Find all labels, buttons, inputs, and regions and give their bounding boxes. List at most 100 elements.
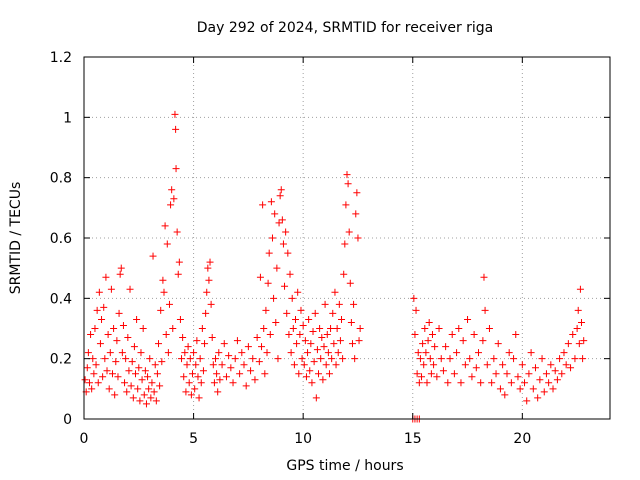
- data-point: [108, 370, 116, 378]
- data-point: [305, 315, 313, 323]
- data-point: [255, 358, 263, 366]
- data-point: [444, 379, 452, 387]
- data-point: [277, 186, 285, 194]
- data-point: [229, 379, 237, 387]
- data-point: [331, 288, 339, 296]
- data-point: [573, 325, 581, 332]
- data-point: [468, 373, 476, 381]
- data-point: [271, 210, 279, 218]
- data-point: [494, 340, 502, 348]
- data-point: [214, 388, 222, 396]
- x-axis-title: GPS time / hours: [286, 458, 403, 474]
- data-point: [332, 361, 340, 369]
- data-point: [261, 370, 269, 378]
- x-tick-label: 15: [404, 431, 422, 447]
- data-point: [334, 349, 342, 357]
- data-point: [95, 288, 103, 296]
- data-point: [272, 318, 280, 326]
- data-point: [150, 388, 158, 396]
- data-point: [553, 376, 561, 384]
- data-point: [100, 303, 108, 311]
- data-point: [295, 370, 303, 378]
- data-point: [159, 276, 167, 284]
- data-point: [165, 300, 173, 308]
- data-point: [209, 361, 217, 369]
- data-point: [138, 376, 146, 384]
- data-point: [171, 110, 179, 118]
- data-point: [121, 379, 129, 387]
- data-point: [325, 370, 333, 378]
- data-point: [213, 370, 221, 378]
- data-point: [414, 349, 422, 357]
- y-tick-label: 0: [63, 412, 72, 428]
- data-point: [164, 349, 172, 357]
- data-point: [505, 349, 513, 357]
- data-point: [501, 391, 509, 399]
- data-point: [94, 379, 102, 387]
- data-point: [415, 379, 423, 387]
- data-point: [115, 309, 123, 317]
- data-point: [191, 385, 199, 393]
- data-point: [104, 331, 112, 339]
- data-point: [477, 379, 485, 387]
- data-point: [475, 349, 482, 357]
- data-point: [141, 367, 149, 375]
- data-point: [186, 355, 194, 363]
- data-point: [99, 373, 107, 381]
- data-point: [448, 331, 456, 339]
- data-point: [163, 240, 171, 248]
- data-point: [307, 340, 315, 348]
- data-point: [172, 125, 180, 133]
- data-point: [461, 361, 469, 369]
- data-point: [176, 315, 184, 323]
- data-point: [196, 355, 204, 363]
- data-point: [151, 361, 159, 369]
- data-point: [212, 355, 219, 363]
- data-point: [411, 331, 419, 339]
- data-point: [342, 201, 350, 209]
- data-point: [433, 373, 441, 381]
- data-point: [317, 355, 325, 363]
- data-point: [101, 355, 109, 363]
- data-point: [185, 379, 193, 387]
- data-point: [558, 370, 566, 378]
- data-point: [162, 331, 170, 339]
- data-point: [194, 373, 202, 381]
- data-point: [227, 364, 235, 372]
- data-point: [576, 285, 584, 293]
- data-point: [450, 370, 458, 378]
- data-point: [113, 337, 121, 345]
- data-point: [199, 367, 207, 375]
- data-point: [321, 300, 329, 308]
- data-point: [112, 358, 120, 366]
- data-point: [466, 355, 474, 363]
- data-point: [315, 370, 323, 378]
- data-point: [92, 361, 100, 369]
- data-point: [427, 370, 435, 378]
- data-point: [338, 315, 346, 323]
- data-point: [195, 394, 203, 402]
- data-point: [324, 349, 332, 357]
- data-point: [190, 349, 198, 357]
- y-tick-label: 0.2: [50, 352, 72, 368]
- data-point: [569, 331, 577, 339]
- data-point: [283, 309, 291, 317]
- data-point: [148, 379, 156, 387]
- data-point: [170, 195, 178, 203]
- data-point: [236, 370, 244, 378]
- data-point: [251, 376, 259, 384]
- data-point: [483, 361, 491, 369]
- data-point: [110, 325, 118, 332]
- data-point: [347, 318, 355, 326]
- data-point: [179, 334, 187, 342]
- data-point: [431, 343, 439, 351]
- data-point: [106, 349, 114, 357]
- data-point: [216, 376, 224, 384]
- data-point: [316, 325, 324, 332]
- data-point: [529, 385, 537, 393]
- data-point: [146, 355, 154, 363]
- data-point: [311, 309, 319, 317]
- data-point: [207, 300, 215, 308]
- data-point: [313, 346, 321, 354]
